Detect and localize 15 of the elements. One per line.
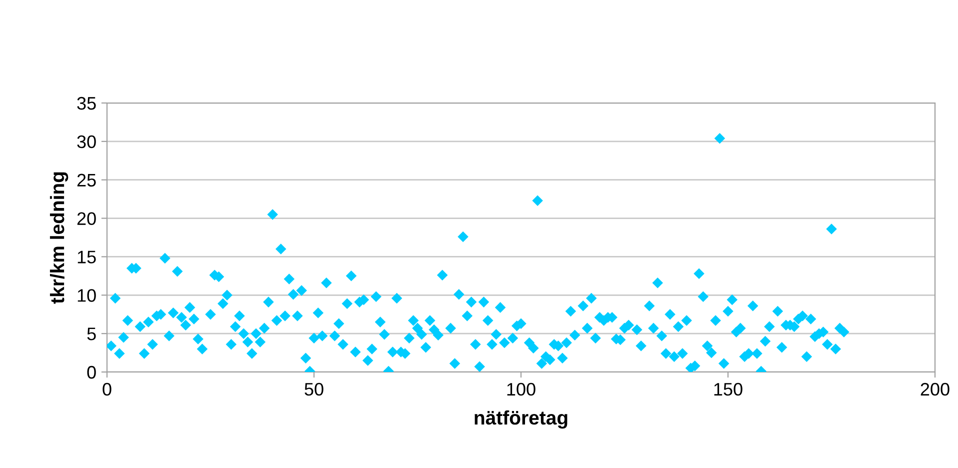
x-tick-label: 0 [102, 382, 112, 396]
x-axis-title: nätföretag [474, 410, 568, 429]
y-tick-label: 10 [78, 289, 96, 302]
y-tick-label: 35 [77, 96, 96, 110]
y-tick-label: 0 [87, 366, 96, 379]
x-tick-label: 50 [304, 382, 324, 396]
y-tick-label: 20 [77, 212, 96, 226]
x-tick-label: 150 [714, 382, 742, 396]
y-tick-label: 30 [77, 135, 96, 148]
y-axis-title: tkr/km ledning [50, 172, 68, 304]
y-tick-label: 5 [87, 328, 96, 340]
y-tick-label: 25 [77, 174, 96, 187]
x-tick-label: 200 [920, 382, 950, 396]
y-tick-label: 15 [78, 250, 96, 264]
x-tick-label: 100 [507, 382, 536, 396]
